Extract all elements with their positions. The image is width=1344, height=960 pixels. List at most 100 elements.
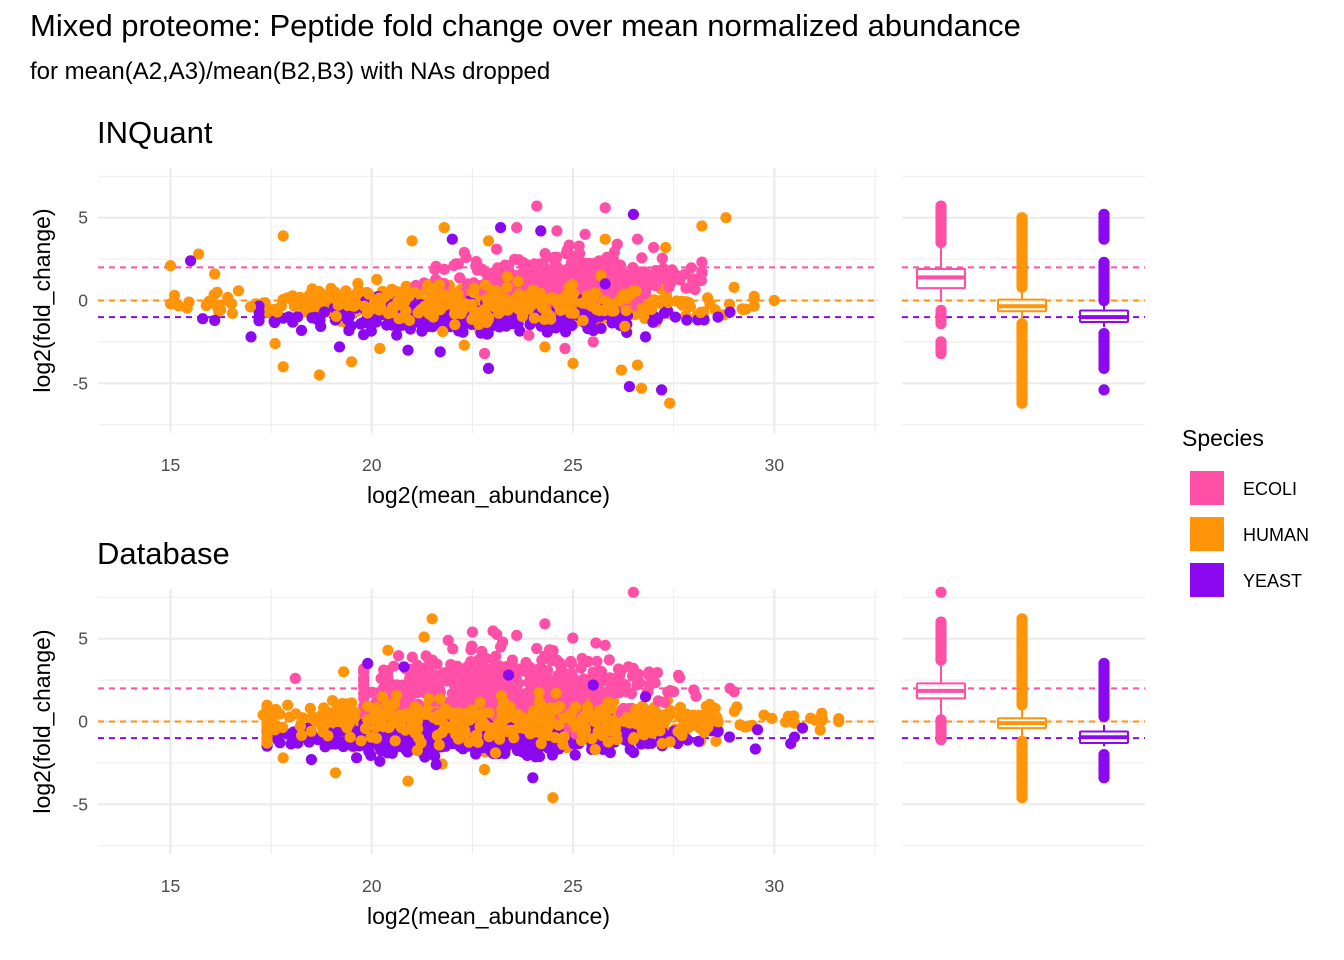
- data-point-ecoli: [649, 280, 662, 292]
- data-point-ecoli: [492, 262, 504, 274]
- data-point-ecoli: [476, 657, 488, 669]
- data-point-human: [399, 724, 412, 736]
- data-point-human: [346, 356, 358, 368]
- data-point-yeast: [269, 316, 281, 329]
- chart-subtitle: for mean(A2,A3)/mean(B2,B3) with NAs dro…: [30, 58, 551, 85]
- data-point-ecoli: [543, 644, 556, 656]
- data-point-ecoli: [563, 239, 575, 251]
- data-point-human: [611, 733, 623, 746]
- data-point-human: [362, 307, 374, 319]
- data-point-human: [702, 721, 714, 733]
- data-point-human: [400, 708, 413, 721]
- data-point-human: [788, 717, 801, 729]
- data-point-human: [438, 289, 450, 301]
- data-point-ecoli: [685, 262, 697, 274]
- data-point-yeast: [362, 657, 374, 670]
- boxplot-outlier-yeast: [1098, 331, 1110, 343]
- data-point-human: [748, 290, 760, 302]
- data-point-human: [403, 314, 416, 326]
- data-point-yeast: [587, 324, 599, 337]
- data-point-human: [595, 270, 607, 282]
- data-point-ecoli: [536, 654, 548, 666]
- data-point-human: [805, 712, 817, 724]
- boxplot-outlier-human: [1016, 238, 1028, 250]
- data-point-human: [431, 729, 443, 742]
- data-point-human: [553, 719, 565, 731]
- x-tick-label: 30: [765, 455, 785, 475]
- y-tick-label: -5: [72, 794, 88, 814]
- data-point-ecoli: [625, 687, 638, 700]
- data-point-human: [474, 696, 486, 708]
- data-point-human: [482, 314, 494, 326]
- data-point-yeast: [604, 747, 616, 759]
- data-point-ecoli: [495, 641, 507, 653]
- data-point-human: [261, 737, 273, 749]
- data-point-ecoli: [626, 670, 639, 682]
- data-point-human: [702, 292, 714, 304]
- x-axis-title: log2(mean_abundance): [367, 903, 610, 929]
- data-point-human: [411, 705, 423, 717]
- data-point-ecoli: [358, 679, 370, 691]
- data-point-human: [696, 220, 708, 232]
- data-point-human: [660, 241, 672, 254]
- data-point-human: [438, 709, 450, 721]
- data-point-ecoli: [603, 654, 615, 666]
- data-point-ecoli: [523, 329, 535, 341]
- data-point-ecoli: [466, 626, 478, 638]
- data-point-human: [164, 298, 177, 310]
- data-point-human: [636, 302, 648, 315]
- data-point-yeast: [587, 679, 599, 691]
- boxplot-outlier-ecoli: [935, 231, 947, 243]
- data-point-human: [315, 709, 327, 722]
- data-point-ecoli: [696, 256, 708, 268]
- x-axis-title: log2(mean_abundance): [367, 482, 610, 508]
- data-point-ecoli: [614, 675, 626, 687]
- data-point-yeast: [522, 746, 534, 759]
- data-point-human: [494, 290, 506, 302]
- data-point-ecoli: [491, 628, 503, 641]
- data-point-human: [409, 286, 421, 298]
- data-point-human: [688, 709, 700, 721]
- data-point-human: [586, 733, 598, 745]
- data-point-ecoli: [724, 682, 736, 695]
- data-point-ecoli: [631, 233, 644, 245]
- data-point-human: [489, 747, 502, 759]
- data-point-ecoli: [636, 252, 648, 264]
- data-point-ecoli: [590, 637, 602, 649]
- data-point-human: [568, 307, 580, 319]
- data-point-yeast: [752, 724, 764, 736]
- data-point-human: [512, 722, 524, 734]
- data-point-human: [449, 319, 461, 331]
- data-point-ecoli: [593, 258, 605, 270]
- data-point-human: [483, 731, 495, 743]
- data-point-ecoli: [457, 671, 469, 684]
- data-point-human: [423, 692, 435, 704]
- x-tick-label: 25: [563, 876, 582, 896]
- data-point-ecoli: [429, 263, 441, 275]
- data-point-human: [766, 712, 778, 725]
- data-point-yeast: [723, 731, 736, 743]
- data-point-ecoli: [643, 666, 655, 678]
- data-point-human: [452, 295, 464, 307]
- data-point-human: [348, 300, 360, 312]
- data-point-human: [277, 361, 289, 373]
- boxplot-outlier-ecoli: [935, 652, 947, 664]
- data-point-human: [695, 306, 707, 319]
- data-point-human: [515, 713, 527, 725]
- data-point-yeast: [309, 311, 321, 323]
- data-point-human: [244, 301, 257, 313]
- data-point-human: [661, 294, 673, 306]
- data-point-human: [200, 299, 212, 312]
- data-point-ecoli: [388, 660, 400, 672]
- boxplot-outlier-ecoli: [935, 622, 947, 634]
- data-point-ecoli: [502, 262, 514, 274]
- data-point-yeast: [351, 752, 363, 764]
- data-point-human: [709, 702, 721, 714]
- data-point-human: [615, 364, 628, 376]
- data-point-human: [193, 248, 205, 260]
- data-point-ecoli: [689, 283, 701, 296]
- data-point-human: [544, 310, 557, 322]
- data-point-human: [352, 277, 364, 290]
- data-point-human: [318, 289, 330, 301]
- data-point-human: [589, 744, 601, 756]
